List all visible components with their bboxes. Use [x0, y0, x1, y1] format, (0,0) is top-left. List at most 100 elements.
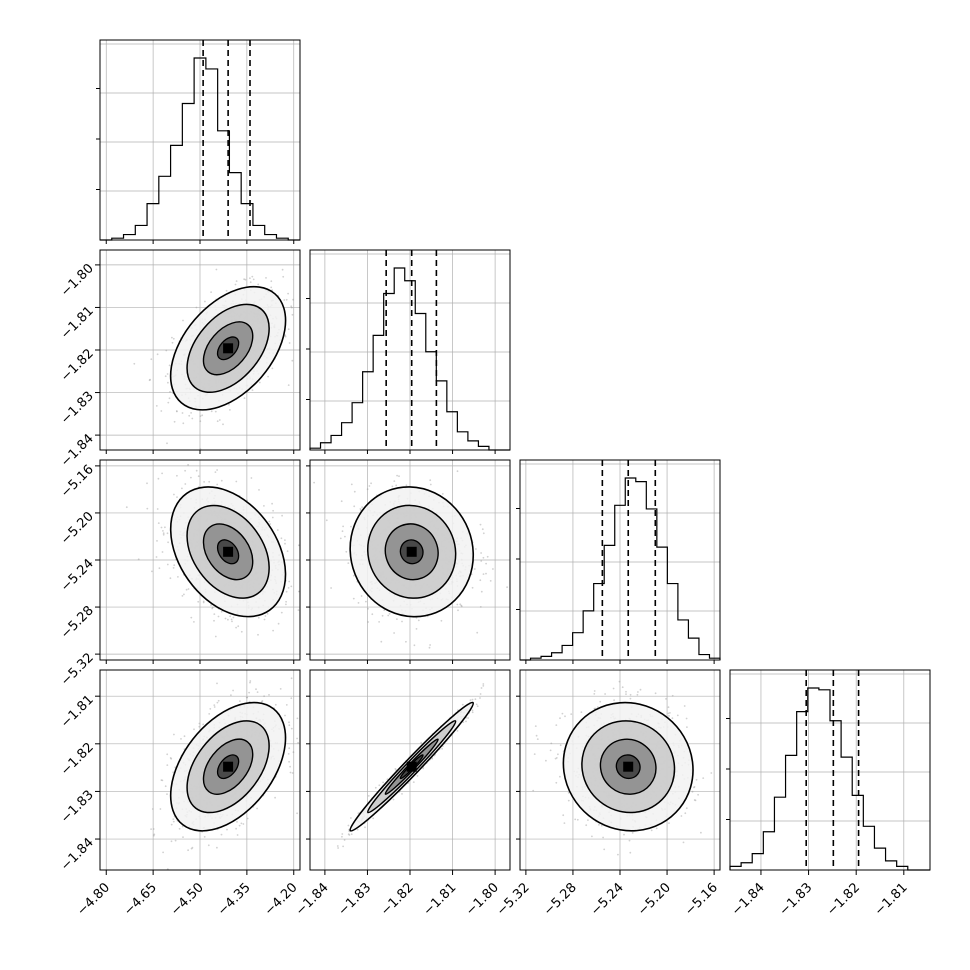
- scatter-point: [288, 721, 290, 724]
- scatter-point: [166, 532, 169, 535]
- scatter-point: [396, 618, 398, 620]
- scatter-point: [260, 700, 263, 703]
- scatter-point: [471, 698, 474, 701]
- scatter-point: [183, 735, 186, 738]
- scatter-point: [235, 827, 238, 830]
- scatter-point: [482, 556, 485, 559]
- scatter-point: [228, 403, 230, 406]
- scatter-point: [217, 699, 220, 702]
- scatter-point: [199, 415, 202, 417]
- scatter-point: [161, 779, 164, 782]
- scatter-point: [168, 364, 171, 367]
- scatter-point: [235, 480, 238, 483]
- scatter-point: [166, 442, 168, 445]
- scatter-point: [364, 826, 366, 829]
- scatter-point: [214, 635, 217, 638]
- scatter-point: [150, 828, 153, 830]
- scatter-point: [535, 734, 538, 737]
- scatter-point: [360, 595, 363, 597]
- scatter-point: [473, 568, 476, 570]
- scatter-point: [156, 540, 158, 542]
- scatter-point: [342, 845, 344, 848]
- scatter-point: [232, 616, 235, 619]
- scatter-point: [301, 363, 303, 365]
- scatter-point: [290, 306, 293, 309]
- scatter-point: [476, 705, 479, 708]
- scatter-point: [290, 697, 293, 700]
- scatter-point: [405, 640, 407, 643]
- scatter-point: [198, 722, 201, 725]
- scatter-point: [482, 685, 485, 687]
- scatter-point: [481, 528, 484, 531]
- scatter-point: [137, 558, 140, 561]
- scatter-point: [152, 834, 155, 837]
- scatter-point: [669, 712, 671, 714]
- scatter-point: [180, 738, 182, 740]
- scatter-point: [172, 820, 175, 823]
- scatter-point: [160, 779, 163, 781]
- scatter-point: [359, 508, 362, 510]
- scatter-point: [257, 283, 260, 286]
- scatter-point: [398, 475, 400, 478]
- scatter-point: [350, 483, 353, 486]
- scatter-point: [249, 281, 252, 284]
- histogram-panel-2: [306, 249, 511, 451]
- scatter-point: [471, 586, 474, 589]
- scatter-point: [287, 587, 290, 589]
- scatter-point: [160, 410, 163, 412]
- scatter-point: [462, 721, 465, 723]
- scatter-point: [287, 328, 290, 331]
- scatter-point: [304, 643, 306, 645]
- scatter-point: [297, 609, 300, 611]
- scatter-point: [486, 555, 489, 558]
- density-peak: [223, 343, 234, 354]
- scatter-point: [257, 616, 260, 619]
- scatter-point: [167, 401, 170, 404]
- scatter-point: [485, 562, 487, 565]
- scatter-point: [285, 603, 287, 606]
- scatter-point: [420, 741, 423, 744]
- scatter-point: [350, 833, 353, 836]
- scatter-point: [559, 744, 562, 747]
- scatter-point: [554, 757, 557, 760]
- scatter-point: [263, 505, 265, 507]
- scatter-point: [336, 845, 339, 847]
- scatter-point: [272, 509, 274, 512]
- scatter-point: [236, 834, 239, 836]
- scatter-point: [580, 711, 583, 714]
- scatter-point: [159, 808, 162, 810]
- scatter-point: [258, 489, 260, 491]
- scatter-point: [225, 289, 228, 292]
- scatter-point: [229, 409, 231, 411]
- scatter-point: [158, 567, 161, 570]
- scatter-point: [456, 470, 459, 473]
- scatter-point: [170, 840, 173, 843]
- scatter-point: [151, 570, 153, 573]
- scatter-point: [266, 612, 269, 615]
- scatter-point: [353, 490, 356, 493]
- scatter-point: [215, 268, 218, 271]
- scatter-point: [269, 523, 272, 525]
- scatter-point: [187, 849, 190, 852]
- scatter-point: [220, 833, 223, 836]
- scatter-point: [161, 551, 164, 553]
- scatter-point: [227, 618, 229, 621]
- scatter-point: [256, 691, 259, 693]
- scatter-point: [297, 590, 300, 593]
- scatter-point: [248, 691, 251, 694]
- scatter-point: [188, 414, 191, 417]
- scatter-point: [263, 618, 266, 621]
- scatter-point: [563, 822, 566, 824]
- scatter-point: [168, 397, 171, 400]
- scatter-point: [238, 824, 241, 827]
- scatter-point: [171, 336, 173, 339]
- scatter-point: [348, 834, 351, 836]
- scatter-point: [280, 537, 283, 540]
- scatter-point: [271, 502, 273, 505]
- scatter-point: [480, 687, 483, 689]
- density-panel-2-1: [99, 249, 303, 451]
- scatter-point: [230, 694, 232, 696]
- scatter-point: [156, 508, 159, 510]
- scatter-point: [176, 410, 178, 413]
- scatter-point: [475, 703, 478, 706]
